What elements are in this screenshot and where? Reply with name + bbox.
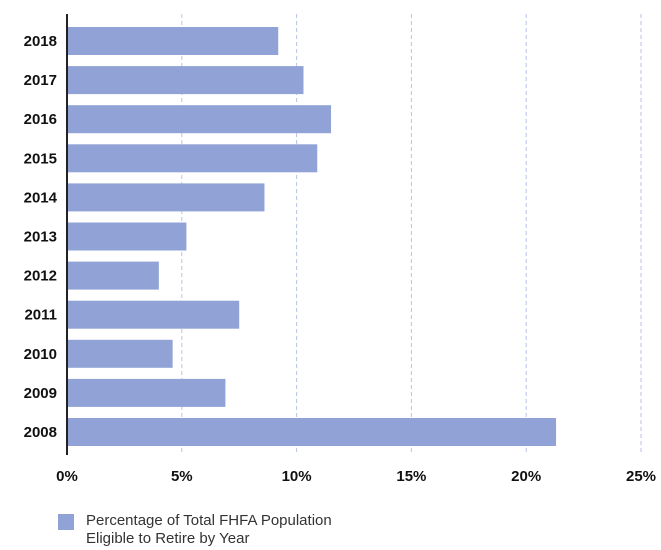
bar-2017 [68,66,304,95]
bar-2014 [68,183,265,212]
x-tick-label: 25% [626,468,656,485]
category-label: 2015 [24,150,57,167]
bar-2009 [68,378,226,407]
legend-swatch [58,514,74,530]
legend-label: Percentage of Total FHFA Population Elig… [86,512,332,548]
bar-2010 [68,339,173,368]
bar-2013 [68,222,187,251]
bar-2012 [68,261,159,290]
x-tick-labels: 0% 5% 10% 15% 20% 25% [56,468,656,485]
bar-2011 [68,300,240,329]
category-label: 2014 [24,189,58,206]
category-label: 2010 [24,346,57,363]
x-tick-label: 15% [396,468,426,485]
x-tick-label: 5% [171,468,193,485]
bar-2018 [68,27,279,55]
legend-label-line-1: Percentage of Total FHFA Population [86,512,332,529]
category-label: 2012 [24,268,57,285]
category-label: 2011 [24,307,57,324]
x-tick-label: 10% [282,468,312,485]
bars [68,27,557,446]
category-labels: 2018 2017 2016 2015 2014 2013 2012 2011 2010 2009… [24,33,58,441]
bar-chart: 2018 2017 2016 2015 2014 2013 2012 2011 2010 2009… [24,14,656,485]
category-label: 2017 [24,72,57,89]
legend: Percentage of Total FHFA Population Elig… [58,512,332,548]
category-label: 2008 [24,424,57,441]
x-tick-label: 20% [511,468,541,485]
bar-2008 [68,418,557,446]
category-label: 2009 [24,385,57,402]
legend-label-line-2: Eligible to Retire by Year [86,530,250,547]
x-tick-label: 0% [56,468,78,485]
bar-2016 [68,105,332,134]
category-label: 2013 [24,229,57,246]
bar-2015 [68,144,318,173]
category-label: 2016 [24,111,57,128]
category-label: 2018 [24,33,57,50]
